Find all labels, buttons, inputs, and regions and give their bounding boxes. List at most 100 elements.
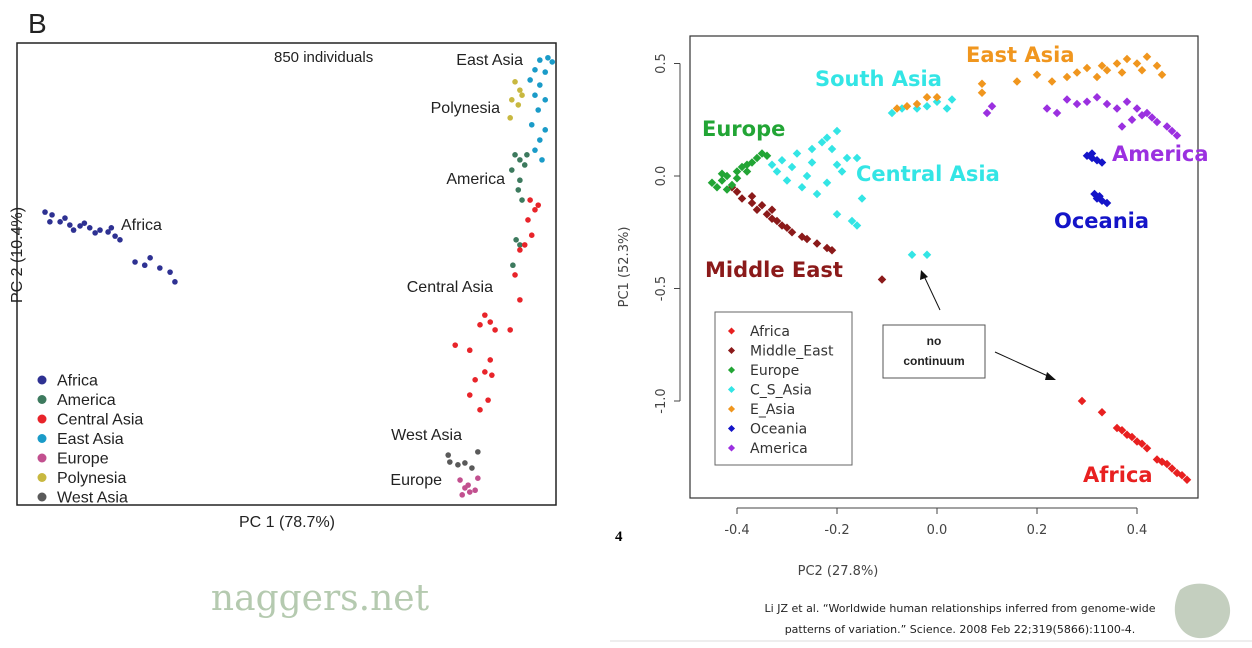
- point-america: [1082, 97, 1092, 106]
- callout-line1: no: [927, 334, 942, 348]
- point-west-asia: [447, 459, 453, 465]
- point-america: [510, 262, 516, 269]
- legend-label-east-asia: East Asia: [57, 431, 124, 448]
- legend-marker-polynesia: [37, 473, 47, 482]
- point-central-asia: [472, 376, 478, 383]
- point-central-asia: [477, 322, 483, 328]
- point-c-s-asia: [822, 178, 832, 187]
- point-africa: [92, 230, 98, 236]
- point-e-asia: [1032, 70, 1042, 79]
- point-east-asia: [537, 137, 543, 143]
- legend-label-africa: Africa: [57, 373, 98, 390]
- legend-marker-central-asia: [37, 414, 47, 424]
- point-africa: [49, 212, 55, 218]
- point-africa: [70, 227, 77, 233]
- point-europe: [732, 174, 742, 183]
- point-africa: [141, 262, 148, 269]
- point-c-s-asia: [802, 171, 812, 181]
- point-e-asia: [1062, 72, 1072, 82]
- point-east-asia: [532, 92, 538, 99]
- point-middle-east: [812, 239, 822, 248]
- right-pca-plot: -0.4 -0.2 0.0 0.2 0.4 0.5 0.0 -0.5 -1.0 East Asi…: [617, 35, 1209, 579]
- citation-line2: patterns of variation.” Science. 2008 Fe…: [785, 623, 1136, 636]
- legend-marker-c-s-asia: [727, 385, 736, 394]
- right-plot-frame: [689, 35, 1199, 499]
- point-e-asia: [1072, 68, 1082, 77]
- point-east-asia: [549, 59, 556, 65]
- x-tick-label: -0.4: [724, 523, 749, 538]
- point-e-asia: [1142, 52, 1152, 61]
- point-e-asia: [912, 99, 922, 109]
- point-west-asia: [469, 465, 475, 471]
- point-america: [987, 102, 997, 111]
- point-east-asia: [532, 147, 538, 153]
- point-east-asia: [545, 54, 551, 61]
- point-america: [1062, 95, 1072, 104]
- callout-line2: continuum: [903, 354, 964, 368]
- legend-label-e-asia: E_Asia: [750, 402, 795, 418]
- legend-label-america: America: [750, 441, 808, 457]
- point-central-asia: [517, 297, 523, 303]
- legend-marker-west-asia: [37, 492, 47, 502]
- point-africa: [77, 223, 83, 229]
- legend-marker-america: [37, 395, 47, 404]
- point-africa: [1077, 396, 1087, 406]
- point-africa: [1127, 432, 1137, 442]
- point-polynesia: [507, 115, 513, 121]
- point-c-s-asia: [832, 126, 842, 136]
- no-continuum-callout: no continuum: [882, 270, 1056, 380]
- cluster-label-europe: Europe: [702, 117, 785, 141]
- point-america: [1052, 108, 1062, 118]
- point-america: [517, 177, 523, 184]
- point-central-asia: [487, 319, 494, 325]
- point-c-s-asia: [767, 160, 777, 169]
- point-east-asia: [537, 82, 543, 88]
- point-central-asia: [527, 197, 533, 203]
- point-e-asia: [1152, 61, 1162, 70]
- point-africa: [147, 255, 153, 261]
- point-e-asia: [1047, 77, 1057, 86]
- point-central-asia: [477, 407, 483, 413]
- point-e-asia: [977, 88, 987, 97]
- cluster-label-south-asia: South Asia: [815, 67, 942, 91]
- point-america: [1102, 99, 1112, 109]
- point-america: [517, 242, 523, 248]
- legend-label-polynesia: Polynesia: [57, 470, 126, 487]
- point-central-asia: [492, 327, 498, 333]
- cluster-label-oceania: Oceania: [1054, 209, 1149, 233]
- legend-marker-oceania: [727, 424, 736, 433]
- point-east-asia: [539, 157, 545, 163]
- y-tick-label: 0.5: [654, 53, 669, 74]
- point-e-asia: [922, 93, 932, 102]
- x-tick-label: -0.2: [824, 523, 849, 538]
- point-polynesia: [509, 97, 515, 103]
- legend-marker-europe: [727, 366, 736, 374]
- point-c-s-asia: [857, 194, 867, 203]
- cluster-label-europe: Europe: [390, 472, 442, 489]
- point-c-s-asia: [807, 158, 817, 167]
- point-europe: [466, 489, 473, 495]
- point-america: [1072, 99, 1082, 109]
- point-central-asia: [535, 202, 542, 208]
- point-east-asia: [532, 66, 538, 73]
- point-west-asia: [462, 460, 468, 466]
- point-africa: [86, 225, 93, 231]
- watermark-logo: [1174, 583, 1231, 639]
- left-legend: Africa America Central Asia East Asia Europe…: [37, 373, 143, 507]
- point-west-asia: [455, 462, 461, 468]
- point-e-asia: [977, 79, 987, 88]
- point-central-asia: [507, 327, 513, 333]
- point-africa: [105, 229, 111, 235]
- legend-label-west-asia: West Asia: [57, 490, 128, 507]
- point-c-s-asia: [837, 167, 847, 176]
- point-central-asia: [485, 397, 491, 403]
- legend-label-europe: Europe: [750, 363, 799, 379]
- legend-label-oceania: Oceania: [750, 422, 807, 438]
- left-points: [42, 54, 556, 498]
- cluster-label-africa: Africa: [121, 217, 162, 234]
- point-c-s-asia: [907, 250, 917, 259]
- point-africa: [1167, 464, 1177, 473]
- point-polynesia: [512, 79, 518, 85]
- point-central-asia: [532, 206, 538, 213]
- point-c-s-asia: [942, 104, 952, 113]
